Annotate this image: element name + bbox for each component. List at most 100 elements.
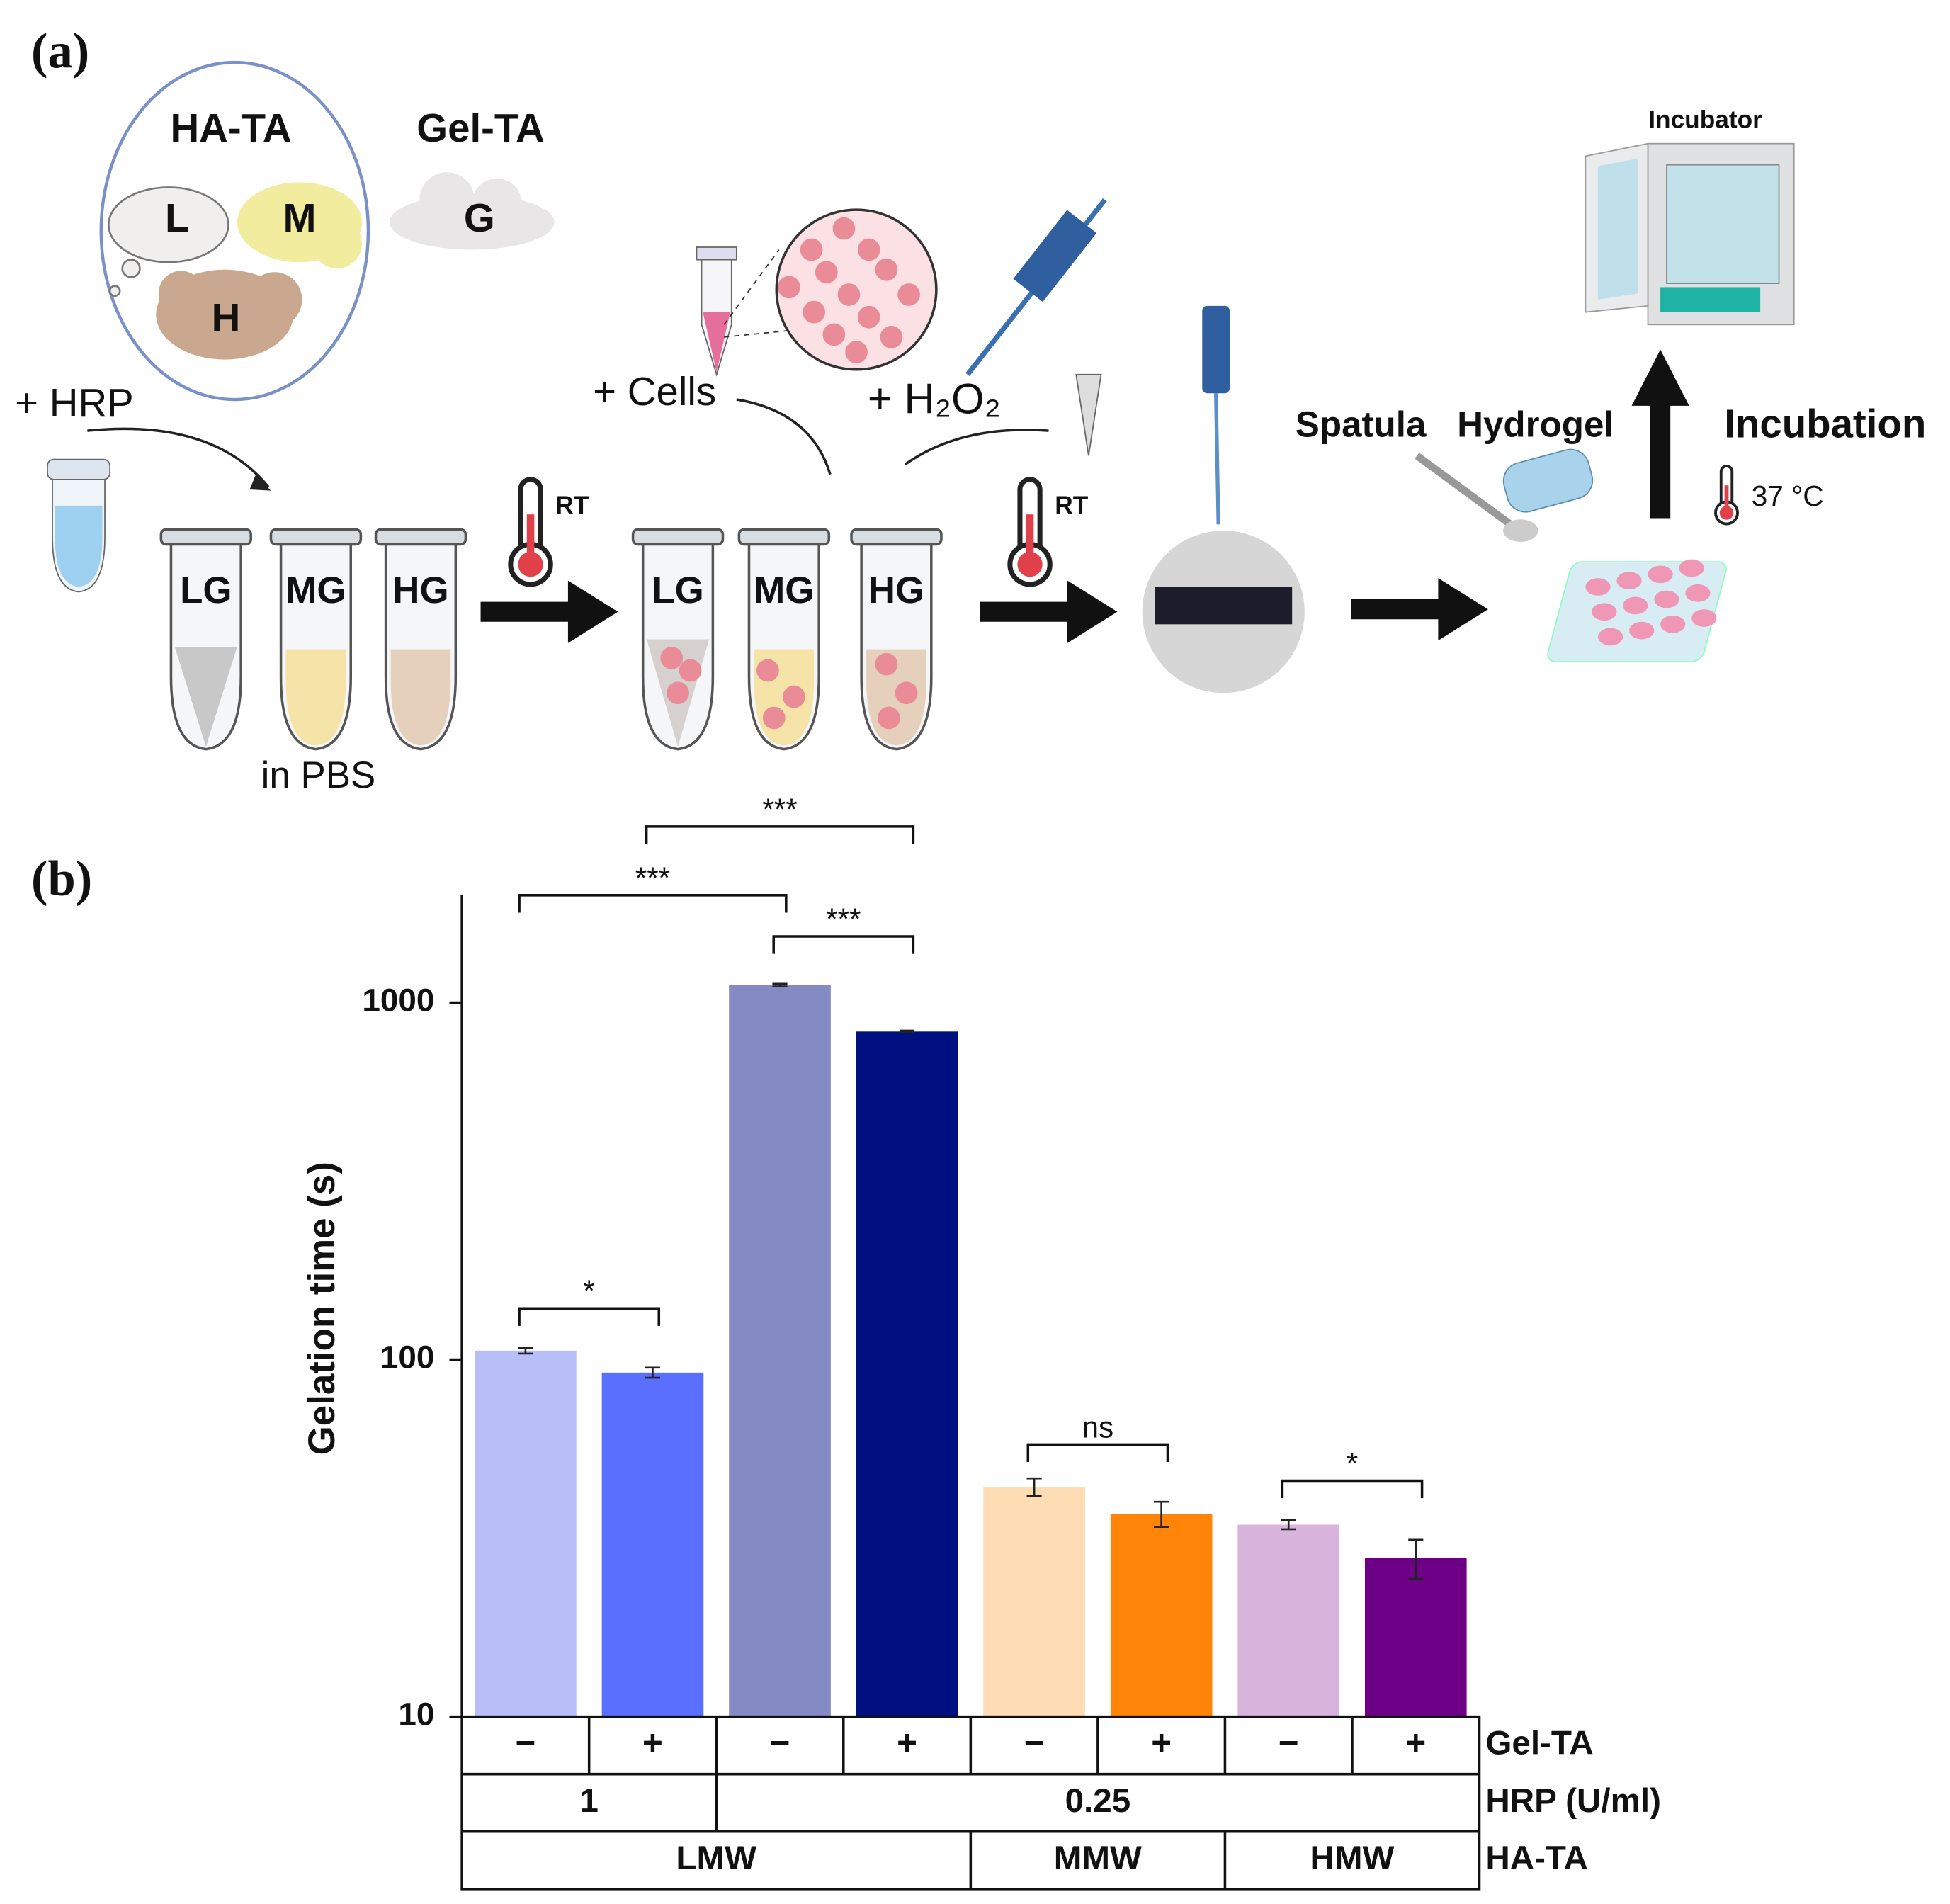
cells-label: + Cells xyxy=(593,369,716,414)
significance-label: * xyxy=(1347,1446,1358,1480)
gel-ta-label: Gel-TA xyxy=(416,106,545,150)
cloud-label: G xyxy=(464,196,495,240)
hrp-tube xyxy=(47,458,110,593)
significance-bracket xyxy=(1281,1479,1424,1499)
liquid xyxy=(285,649,346,746)
x-tick-label: − xyxy=(1279,1723,1299,1762)
group-label: MMW xyxy=(1054,1840,1142,1877)
cells xyxy=(778,217,920,363)
y-tick-label: 10 xyxy=(398,1696,434,1733)
arrow xyxy=(904,429,1049,466)
x-tick-label: − xyxy=(770,1723,790,1762)
error-bar xyxy=(518,1347,533,1355)
x-tick-label: + xyxy=(1151,1723,1172,1762)
arrow xyxy=(480,580,618,643)
mould xyxy=(1155,586,1293,625)
arrow xyxy=(1631,349,1689,518)
cloud-label: M xyxy=(283,196,317,240)
significance-bracket xyxy=(518,894,788,913)
incubation-label: Incubation xyxy=(1724,402,1926,446)
cloud-label: L xyxy=(165,196,189,240)
error-bar xyxy=(899,1029,915,1033)
error-bar xyxy=(1154,1500,1169,1529)
bar xyxy=(729,985,831,1717)
group-label: 1 xyxy=(579,1782,598,1820)
arrow xyxy=(87,427,270,488)
y-axis-label: Gelation time (s) xyxy=(301,1162,343,1455)
arrow xyxy=(736,398,832,475)
x-tick-label: + xyxy=(642,1723,663,1762)
thermometer xyxy=(511,480,550,584)
x-tick-label: − xyxy=(1024,1723,1045,1762)
cloud-l xyxy=(108,186,229,298)
thermometer xyxy=(1714,465,1739,526)
row-label: HA-TA xyxy=(1485,1840,1587,1877)
significance-label: * xyxy=(583,1274,594,1308)
cell-tube xyxy=(696,246,737,377)
tube-label: LG xyxy=(652,570,703,611)
rt-label: RT xyxy=(1055,492,1088,519)
y-tick-label: 100 xyxy=(380,1339,434,1376)
tube-label: HG xyxy=(868,570,924,611)
in-pbs-label: in PBS xyxy=(261,754,376,796)
significance-bracket xyxy=(1026,1443,1169,1463)
tube-label: MG xyxy=(754,570,814,611)
tube-label: HG xyxy=(392,570,448,611)
row-label: Gel-TA xyxy=(1485,1725,1593,1762)
y-tick-label: 1000 xyxy=(362,982,434,1019)
arrow xyxy=(980,580,1118,643)
hydrogel-label: Hydrogel xyxy=(1457,404,1614,444)
thermometer xyxy=(1010,480,1050,584)
hrp-label: + HRP xyxy=(15,380,134,425)
error-bar xyxy=(772,982,788,988)
arrow-head xyxy=(249,474,271,491)
ha-ta-label: HA-TA xyxy=(170,106,291,150)
cloud-m xyxy=(237,182,363,268)
bar xyxy=(1110,1514,1213,1717)
cloud-g xyxy=(389,172,555,250)
panel-label: (b) xyxy=(31,851,92,907)
bar xyxy=(983,1487,1085,1717)
pipette xyxy=(1202,305,1230,525)
group-label: 0.25 xyxy=(1065,1782,1131,1820)
incubator xyxy=(1585,142,1795,326)
error-bar xyxy=(1281,1519,1296,1531)
significance-label: *** xyxy=(826,902,861,936)
bar xyxy=(601,1372,704,1717)
group-label: LMW xyxy=(676,1840,756,1877)
error-bar xyxy=(645,1366,661,1379)
significance-bracket xyxy=(645,825,915,844)
temperature-label: 37 °C xyxy=(1752,480,1824,512)
bar xyxy=(1364,1558,1467,1717)
group-label: HMW xyxy=(1310,1840,1395,1877)
table-frame xyxy=(460,1715,1481,1891)
liquid xyxy=(174,647,237,747)
panel-b: (b) Gelation time (s) 10 100 1000 − + − + − + − + G… xyxy=(31,793,1661,1891)
wells xyxy=(1585,559,1717,646)
cloud-h xyxy=(156,269,302,360)
spatula xyxy=(1503,519,1538,542)
zoom-line xyxy=(723,249,787,338)
pipette xyxy=(965,198,1107,376)
x-tick-label: − xyxy=(515,1723,535,1762)
rt-label: RT xyxy=(555,492,589,519)
cloud-label: H xyxy=(212,295,241,340)
tube-label: LG xyxy=(180,570,232,611)
error-bar xyxy=(1026,1477,1042,1497)
cells xyxy=(660,647,918,730)
significance-bracket xyxy=(772,935,915,954)
tube-label: MG xyxy=(285,570,346,611)
arrow xyxy=(1351,578,1488,641)
significance-label: ns xyxy=(1082,1410,1114,1444)
bar xyxy=(1237,1524,1340,1717)
significance-label: *** xyxy=(762,793,797,826)
incubator-label: Incubator xyxy=(1648,106,1762,133)
liquid xyxy=(390,649,451,746)
panel-label: (a) xyxy=(31,23,89,79)
bar xyxy=(856,1031,958,1717)
spatula xyxy=(1415,453,1513,528)
hydrogel xyxy=(1502,448,1594,513)
x-tick-label: + xyxy=(897,1723,917,1762)
spatula-label: Spatula xyxy=(1296,404,1427,444)
